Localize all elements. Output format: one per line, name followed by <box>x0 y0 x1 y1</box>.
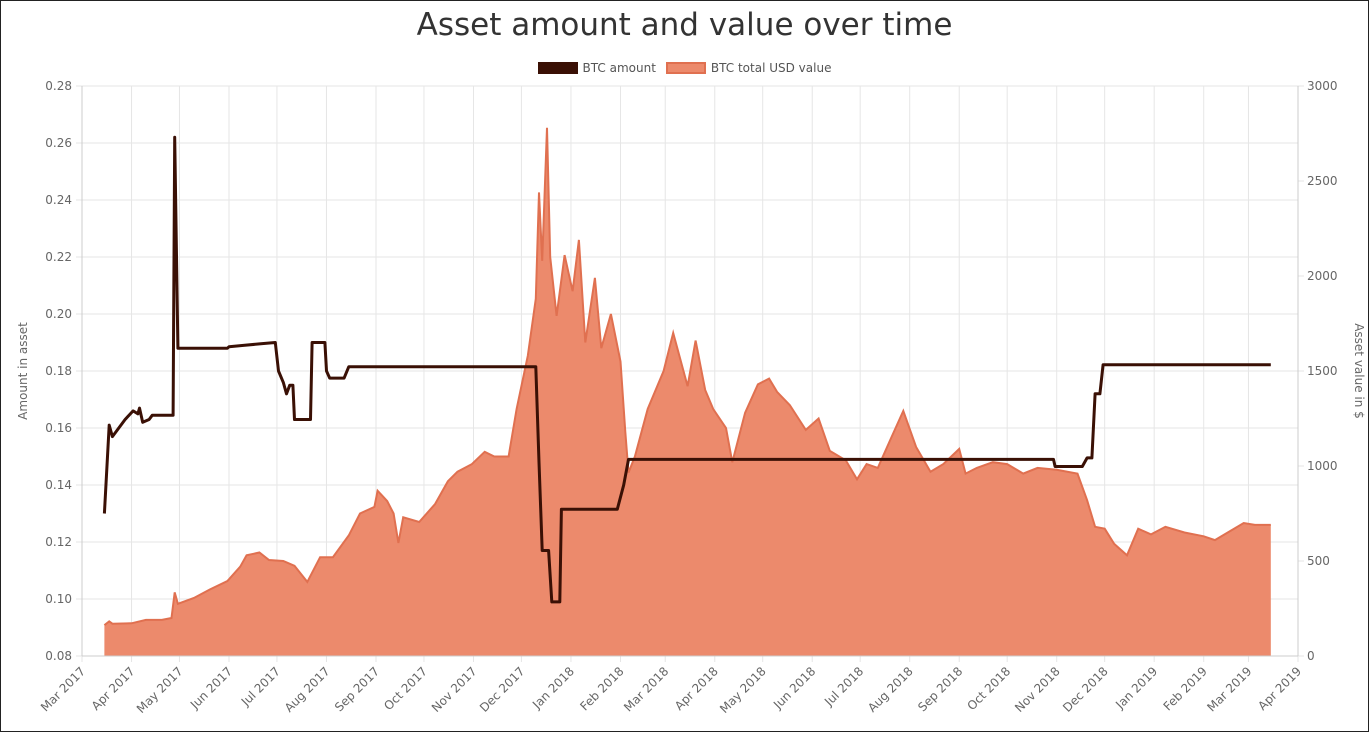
x-tick-label: Oct 2017 <box>381 664 430 713</box>
x-tick-label: Jul 2017 <box>238 664 283 709</box>
y-left-axis-title: Amount in asset <box>16 322 30 420</box>
y-left-tick-label: 0.12 <box>45 535 72 549</box>
x-tick-label: Aug 2017 <box>282 664 333 715</box>
y-left-tick-label: 0.20 <box>45 307 72 321</box>
legend-item-btc-value[interactable]: BTC total USD value <box>665 61 832 75</box>
y-right-tick-label: 2500 <box>1307 174 1338 188</box>
x-tick-label: Apr 2018 <box>672 664 721 713</box>
x-tick-label: Apr 2017 <box>89 664 138 713</box>
y-left-tick-label: 0.24 <box>45 193 72 207</box>
y-left-tick-label: 0.18 <box>45 364 72 378</box>
legend: BTC amount BTC total USD value <box>1 61 1368 75</box>
x-tick-label: Oct 2018 <box>964 664 1013 713</box>
x-tick-label: Mar 2019 <box>1204 664 1254 714</box>
legend-swatch-btc-value <box>665 62 706 74</box>
x-tick-label: Jun 2017 <box>187 664 235 712</box>
legend-item-btc-amount[interactable]: BTC amount <box>537 61 656 75</box>
x-tick-label: Dec 2018 <box>1060 664 1111 715</box>
x-tick-label: Jul 2018 <box>821 664 866 709</box>
y-right-tick-label: 500 <box>1307 554 1330 568</box>
btc-value-area-fill <box>104 127 1271 657</box>
y-left-tick-label: 0.14 <box>45 478 72 492</box>
amount-line-layer <box>102 135 1271 604</box>
x-tick-label: Nov 2018 <box>1012 664 1063 715</box>
axes <box>81 86 1299 657</box>
x-tick-label: Jan 2019 <box>1112 664 1160 712</box>
x-tick-label: May 2018 <box>717 664 769 716</box>
btc-amount-line <box>102 135 1271 604</box>
x-tick-label: Jun 2018 <box>770 664 818 712</box>
chart-title: Asset amount and value over time <box>416 7 953 43</box>
legend-label-btc-value: BTC total USD value <box>710 61 832 75</box>
legend-swatch-btc-amount <box>537 62 578 74</box>
y-left-tick-label: 0.16 <box>45 421 72 435</box>
x-tick-label: May 2017 <box>134 664 186 716</box>
x-tick-label: Aug 2018 <box>865 664 916 715</box>
y-left-tick-label: 0.22 <box>45 250 72 264</box>
x-tick-label: Jan 2018 <box>529 664 577 712</box>
btc-value-area-line <box>103 127 1271 626</box>
x-tick-label: Apr 2019 <box>1255 664 1304 713</box>
value-area-layer <box>103 127 1271 657</box>
y-left-tick-label: 0.28 <box>45 79 72 93</box>
y-left-tick-label: 0.08 <box>45 649 72 663</box>
y-left-tick-label: 0.10 <box>45 592 72 606</box>
x-tick-label: Dec 2017 <box>477 664 528 715</box>
y-right-tick-label: 0 <box>1307 649 1315 663</box>
x-tick-label: Nov 2017 <box>429 664 480 715</box>
x-tick-label: Feb 2018 <box>577 664 626 713</box>
legend-label-btc-amount: BTC amount <box>582 61 656 75</box>
y-right-tick-label: 3000 <box>1307 79 1338 93</box>
x-tick-label: Mar 2017 <box>38 664 88 714</box>
x-tick-label: Sep 2017 <box>332 664 382 714</box>
y-right-tick-label: 1000 <box>1307 459 1338 473</box>
y-left-tick-label: 0.26 <box>45 136 72 150</box>
x-tick-label: Mar 2018 <box>621 664 671 714</box>
y-right-tick-label: 1500 <box>1307 364 1338 378</box>
y-right-axis-title: Asset value in $ <box>1352 323 1366 419</box>
x-tick-label: Feb 2019 <box>1161 664 1210 713</box>
y-right-tick-label: 2000 <box>1307 269 1338 283</box>
x-tick-label: Sep 2018 <box>915 664 965 714</box>
